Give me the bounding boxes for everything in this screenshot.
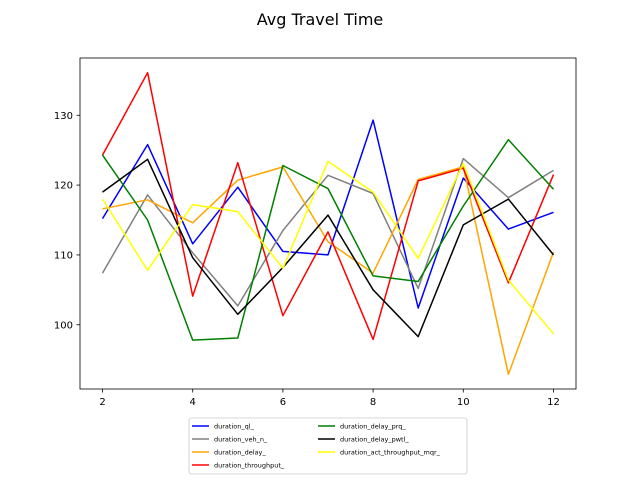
series-line-1 <box>101 157 554 307</box>
legend-label-0: duration_ql_ <box>214 423 255 431</box>
chart-title: Avg Travel Time <box>257 10 384 29</box>
series-line-5 <box>102 158 555 338</box>
series-line-3 <box>101 71 555 341</box>
series-line-4 <box>101 138 555 341</box>
legend-label-6: duration_act_throughput_mqr_ <box>340 449 441 457</box>
legend-label-4: duration_delay_prq_ <box>340 423 406 431</box>
legend: duration_ql_ duration_veh_n_ duration_dela… <box>188 417 468 475</box>
series-line-0 <box>101 119 554 309</box>
y-tick-label: 110 <box>54 250 73 261</box>
x-tick-label: 6 <box>280 397 286 408</box>
x-tick-label: 4 <box>190 397 196 408</box>
y-tick-label: 120 <box>54 181 73 192</box>
series-line-6 <box>101 160 555 335</box>
x-tick-label: 8 <box>370 397 376 408</box>
x-tick-label: 12 <box>547 397 560 408</box>
x-tick-label: 2 <box>99 397 105 408</box>
legend-label-2: duration_delay_ <box>214 449 266 457</box>
x-tick-label: 10 <box>457 397 470 408</box>
y-tick-label: 100 <box>54 320 73 331</box>
series-lines <box>101 71 555 376</box>
legend-label-1: duration_veh_n_ <box>214 436 268 444</box>
plot-area-frame <box>79 57 577 390</box>
axis-ticks: 2 4 6 8 10 12 100 110 120 130 <box>54 111 560 408</box>
legend-label-5: duration_delay_pwtl_ <box>340 436 409 444</box>
series-line-2 <box>102 166 555 376</box>
legend-label-3: duration_throughput_ <box>214 462 285 470</box>
y-tick-label: 130 <box>54 111 73 122</box>
legend-box <box>188 417 468 475</box>
